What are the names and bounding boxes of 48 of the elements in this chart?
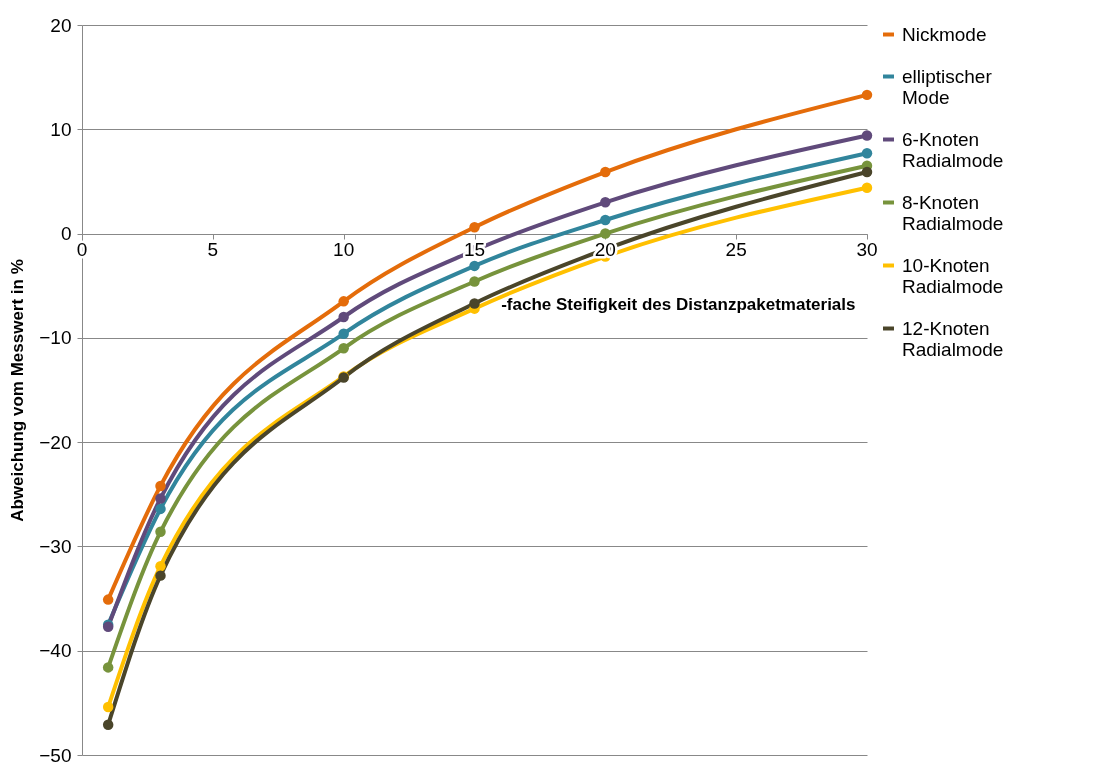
y-tick-label: 20: [50, 14, 72, 36]
point: [600, 214, 611, 226]
point: [155, 561, 166, 572]
y-tick-label: −30: [39, 535, 72, 557]
y-tick-label: 0: [60, 223, 72, 245]
point: [338, 343, 349, 354]
x-tick-label: 25: [725, 238, 747, 260]
y-tick-label: 10: [50, 118, 72, 140]
legend-label: 12-Knoten Radialmode: [902, 317, 1004, 360]
point: [469, 276, 480, 287]
point: [155, 503, 166, 515]
point: [600, 166, 611, 178]
point: [102, 719, 114, 730]
point: [155, 570, 166, 581]
legend-label: elliptischer Mode: [902, 65, 993, 108]
point: [155, 493, 166, 504]
point: [469, 260, 480, 272]
y-axis-title: Abweichung vom Messwert in %: [8, 259, 28, 522]
point: [861, 166, 873, 178]
legend-label: 8-Knoten Radialmode: [902, 191, 1004, 234]
x-tick-label: 10: [333, 238, 355, 260]
point: [338, 311, 349, 323]
point: [155, 480, 166, 492]
y-tick-label: −40: [39, 640, 72, 662]
point: [102, 662, 114, 673]
point: [102, 594, 114, 605]
point: [861, 130, 873, 141]
y-tick-label: −10: [39, 327, 72, 349]
legend-label: 6-Knoten Radialmode: [902, 128, 1004, 171]
x-tick-label: 0: [76, 238, 88, 260]
x-tick-label: 30: [856, 238, 878, 260]
point: [861, 89, 873, 101]
point: [338, 296, 349, 307]
point: [102, 701, 114, 713]
point: [155, 526, 166, 538]
y-tick-label: −50: [39, 744, 72, 763]
x-axis-title: -fache Steifigkeit des Distanzpaketmaterials: [501, 294, 856, 314]
y-tick-label: −20: [39, 431, 72, 453]
legend-label: Nickmode: [902, 23, 987, 45]
x-tick-label: 5: [207, 238, 219, 260]
point: [338, 328, 349, 339]
point: [600, 228, 611, 239]
point: [469, 298, 480, 309]
point: [469, 222, 480, 233]
point: [861, 182, 873, 193]
point: [600, 197, 611, 208]
point: [861, 148, 873, 159]
legend-label: 10-Knoten Radialmode: [902, 254, 1004, 297]
